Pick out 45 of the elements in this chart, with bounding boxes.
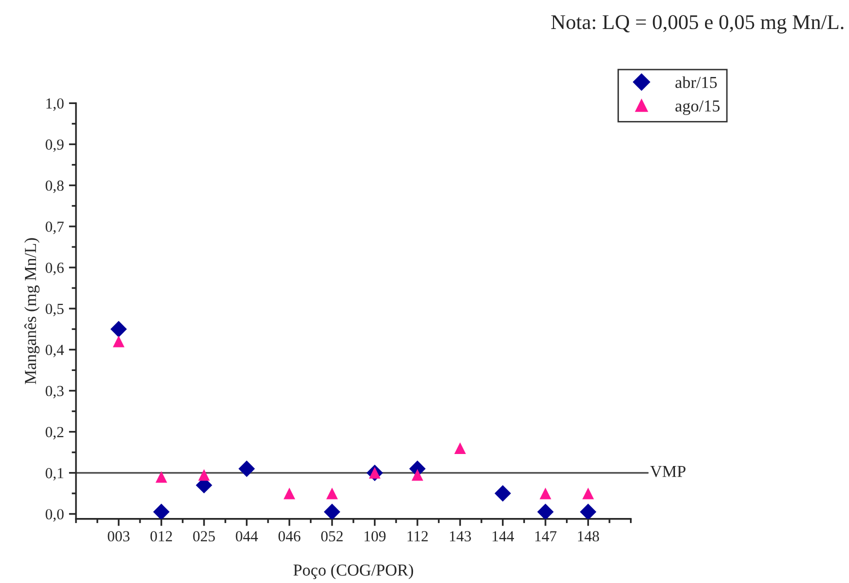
point (112, 336, 124, 348)
point (582, 488, 594, 500)
point (110, 320, 127, 338)
y-tick-label: 0,6 (46, 262, 64, 276)
y-tick-label: 0,0 (46, 509, 64, 522)
x-tick-label: 109 (364, 531, 386, 542)
x-tick-label: 046 (278, 531, 300, 542)
x-tick-label: 025 (193, 531, 215, 542)
point (326, 488, 338, 500)
x-tick-label: 044 (236, 531, 258, 542)
point (238, 460, 255, 477)
y-tick-label: 1,0 (46, 98, 64, 111)
x-tick-label: 148 (578, 531, 600, 542)
point (580, 504, 596, 519)
ref-line-label: VMP (650, 466, 686, 478)
x-axis-title: Poço (COG/POR) (293, 564, 414, 580)
y-tick-label: 0,5 (46, 304, 64, 316)
y-tick-label: 0,1 (46, 468, 64, 481)
y-tick-label: 0,9 (46, 139, 64, 152)
x-tick-label: 144 (492, 531, 514, 542)
text: Nota: LQ = 0,005 e 0,05 mg Mn/L. (551, 15, 844, 34)
x-tick-label: 052 (321, 531, 343, 542)
y-axis-title: Manganês (mg Mn/L) (24, 238, 40, 384)
point (454, 442, 466, 454)
point (153, 504, 170, 519)
point (537, 504, 554, 519)
x-tick-label: 012 (150, 531, 172, 542)
point (156, 471, 168, 483)
x-tick-label: 143 (450, 531, 471, 542)
x-tick-label: 112 (408, 531, 428, 542)
y-tick-label: 0,7 (46, 222, 64, 234)
point (324, 504, 340, 519)
point (540, 488, 552, 500)
legend-label: ago/15 (675, 100, 720, 116)
point (494, 485, 511, 502)
y-tick-label: 0,4 (46, 344, 64, 358)
point (198, 469, 210, 481)
x-tick-label: 147 (535, 531, 556, 542)
legend-label: abr/15 (675, 76, 717, 88)
point (412, 469, 424, 481)
y-tick-label: 0,2 (46, 426, 64, 440)
y-tick-label: 0,3 (46, 386, 64, 398)
point (284, 488, 296, 500)
x-tick-label: 003 (108, 531, 130, 542)
y-tick-label: 0,8 (46, 180, 64, 193)
